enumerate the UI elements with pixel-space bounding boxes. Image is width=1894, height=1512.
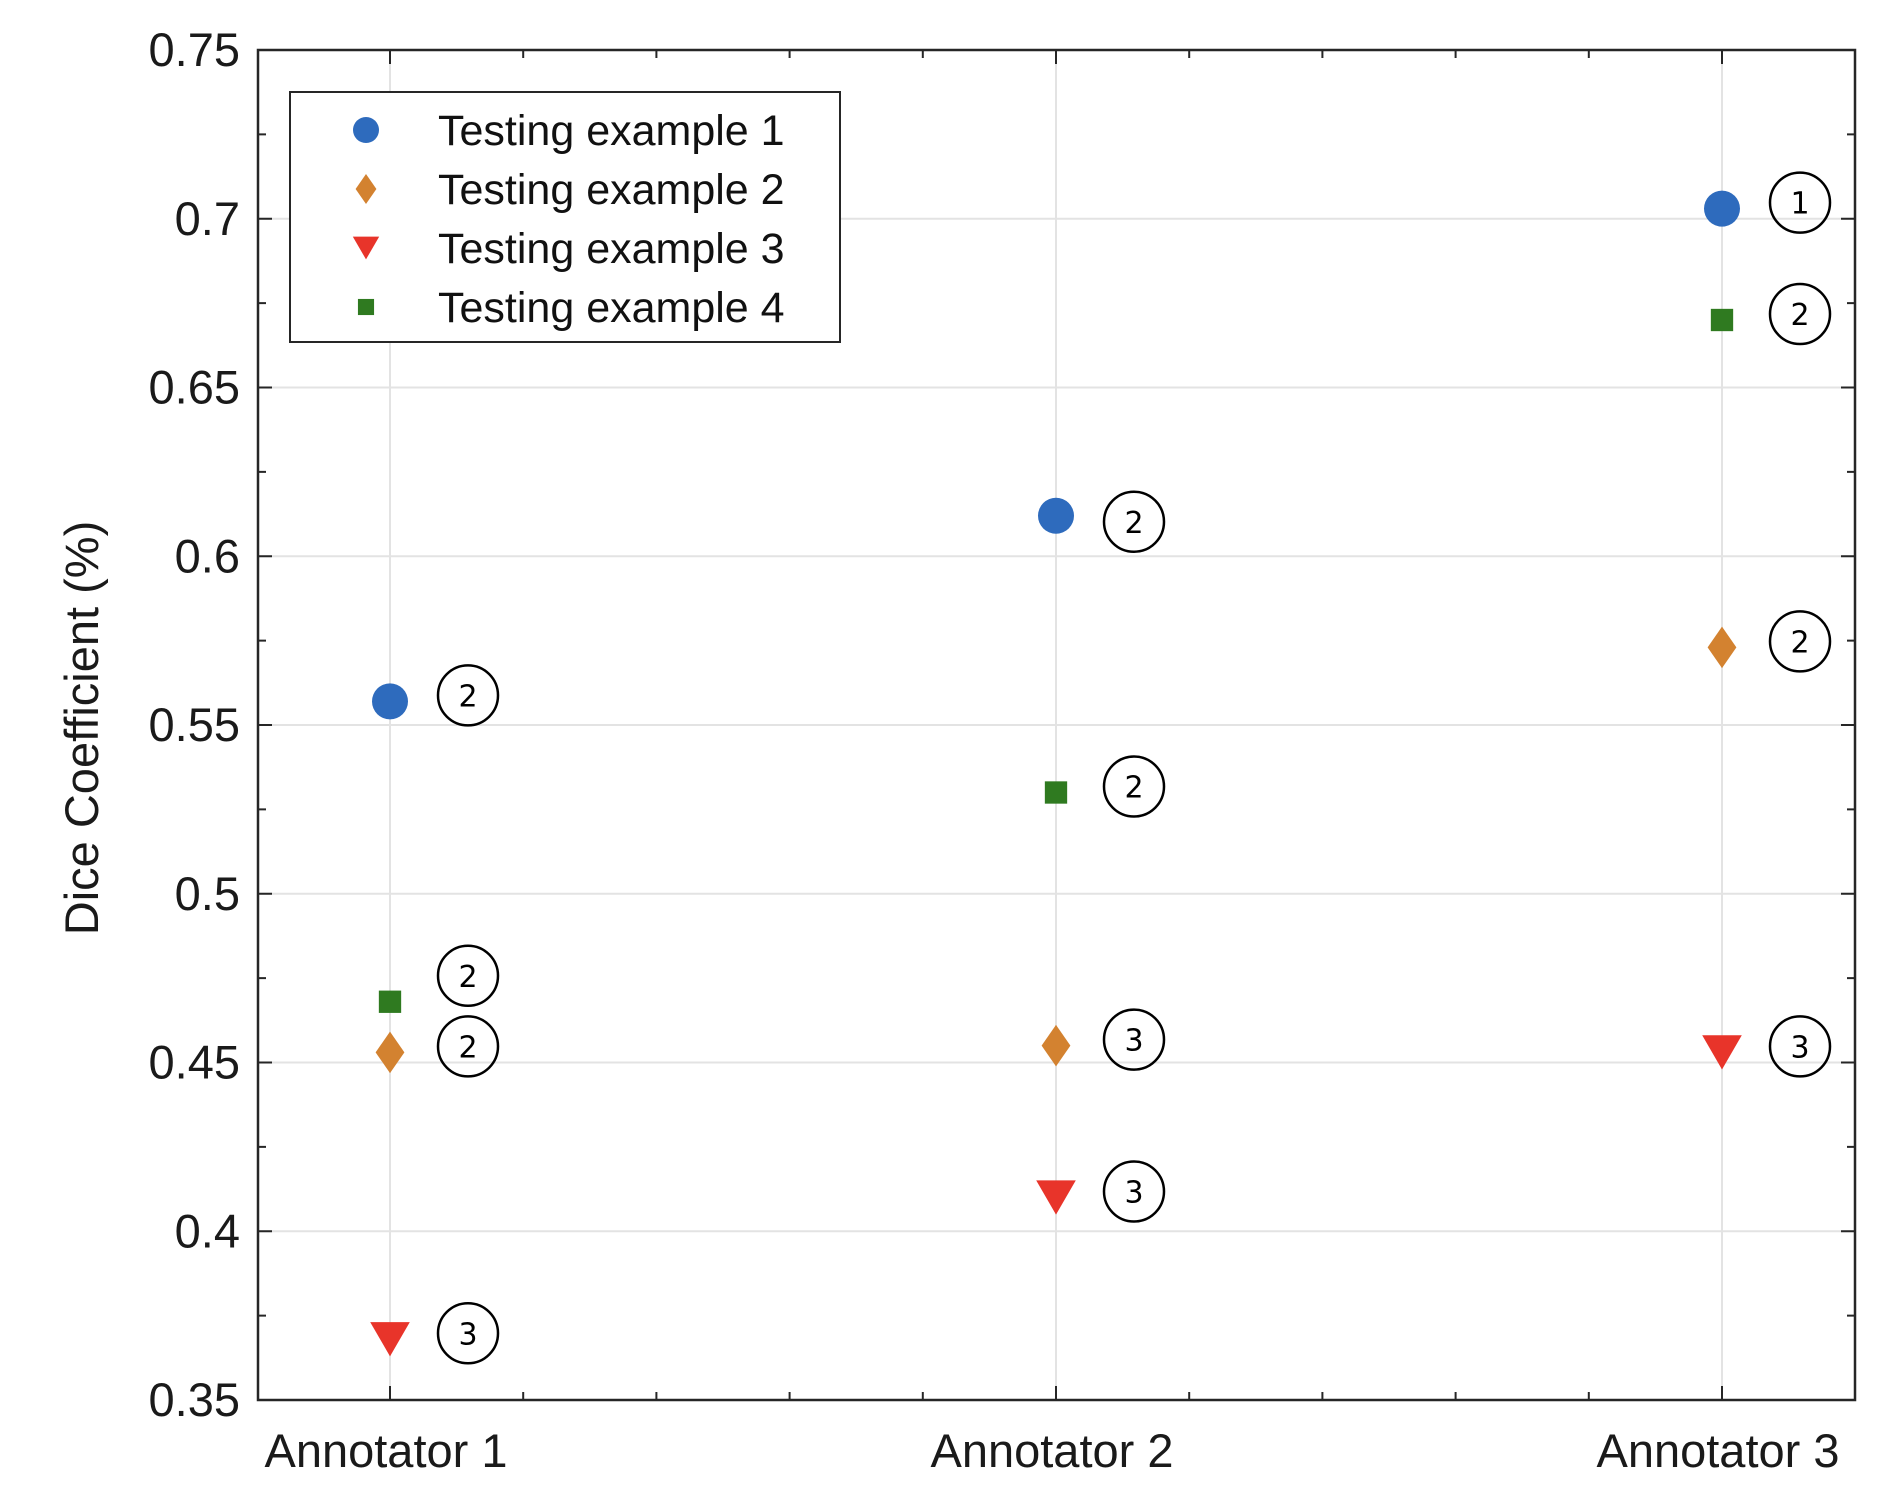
data-point — [1707, 626, 1737, 669]
rank-annotation: 2 — [1768, 610, 1832, 673]
x-axis-ticks: Annotator 1 Annotator 2 Annotator 3 — [264, 50, 1840, 1477]
legend-box — [289, 91, 841, 343]
y-tick-label: 0.4 — [175, 1204, 240, 1257]
data-point — [1710, 308, 1734, 332]
rank-circle — [1102, 490, 1166, 553]
rank-circle — [1102, 1160, 1166, 1223]
rank-annotation: 3 — [1768, 1015, 1832, 1078]
rank-label: 2 — [1790, 625, 1809, 660]
y-tick-label: 0.55 — [149, 698, 240, 751]
legend-label: Testing example 4 — [438, 284, 785, 332]
rank-annotation: 2 — [436, 944, 500, 1007]
rank-label: 3 — [1124, 1176, 1143, 1211]
y-axis-label: Dice Coefficient (%) — [55, 521, 108, 935]
rank-annotation: 3 — [436, 1302, 500, 1365]
rank-circle — [1768, 171, 1832, 234]
rank-label: 2 — [1790, 298, 1809, 333]
rank-circle — [1768, 1015, 1832, 1078]
data-point — [370, 1322, 410, 1357]
rank-label: 2 — [458, 1030, 477, 1065]
rank-label: 2 — [458, 679, 477, 714]
legend-marker — [352, 236, 380, 260]
rank-label: 2 — [458, 960, 477, 995]
x-tick-label: Annotator 2 — [930, 1424, 1173, 1477]
rank-circle — [436, 1015, 500, 1078]
y-axis-ticks: 0.35 0.4 0.45 0.5 0.55 0.6 0.65 0.7 0.75 — [149, 23, 1855, 1426]
rank-circle — [1768, 282, 1832, 346]
legend-marker — [357, 298, 375, 316]
rank-label: 2 — [1124, 506, 1143, 541]
data-point — [1041, 1024, 1071, 1067]
legend-label: Testing example 2 — [438, 166, 785, 214]
rank-circle — [436, 664, 500, 727]
rank-label: 3 — [1124, 1024, 1143, 1059]
rank-annotation: 3 — [1102, 1160, 1166, 1223]
y-tick-label: 0.35 — [149, 1373, 240, 1426]
rank-label: 1 — [1790, 187, 1809, 222]
data-point — [375, 1031, 405, 1074]
legend: Testing example 1 Testing example 2 Testin… — [289, 91, 841, 343]
x-tick-label: Annotator 3 — [1596, 1424, 1839, 1477]
rank-annotation: 2 — [436, 1015, 500, 1078]
legend-marker — [353, 117, 379, 143]
rank-circle — [1102, 755, 1166, 818]
legend-label: Testing example 1 — [438, 107, 785, 155]
rank-annotation: 2 — [436, 664, 500, 727]
y-tick-label: 0.45 — [149, 1036, 240, 1089]
data-point — [1038, 497, 1074, 534]
rank-circle — [1102, 1008, 1166, 1071]
data-point — [372, 683, 408, 720]
rank-label: 3 — [458, 1317, 477, 1352]
y-tick-label: 0.75 — [149, 23, 240, 76]
data-point — [378, 990, 402, 1013]
y-tick-label: 0.7 — [175, 192, 240, 245]
rank-circle — [1768, 610, 1832, 673]
data-point — [1044, 781, 1068, 804]
rank-annotation: 2 — [1102, 490, 1166, 553]
y-tick-label: 0.65 — [149, 361, 240, 414]
rank-annotation: 2 — [1102, 755, 1166, 818]
rank-label: 3 — [1790, 1030, 1809, 1065]
legend-marker — [355, 174, 377, 204]
data-point — [1036, 1180, 1076, 1215]
y-tick-label: 0.6 — [175, 529, 240, 582]
rank-annotation: 1 — [1768, 171, 1832, 234]
rank-annotation: 3 — [1102, 1008, 1166, 1071]
rank-annotation: 2 — [1768, 282, 1832, 346]
data-point — [1702, 1035, 1742, 1070]
x-tick-label: Annotator 1 — [264, 1424, 507, 1477]
rank-label: 2 — [1124, 771, 1143, 806]
legend-label: Testing example 3 — [438, 225, 785, 273]
data-point — [1704, 190, 1740, 227]
y-tick-label: 0.5 — [175, 867, 240, 920]
rank-circle — [436, 1302, 500, 1365]
data-points: 2 2 1 2 3 2 3 3 3 2 2 2 — [370, 171, 1832, 1365]
rank-circle — [436, 944, 500, 1007]
